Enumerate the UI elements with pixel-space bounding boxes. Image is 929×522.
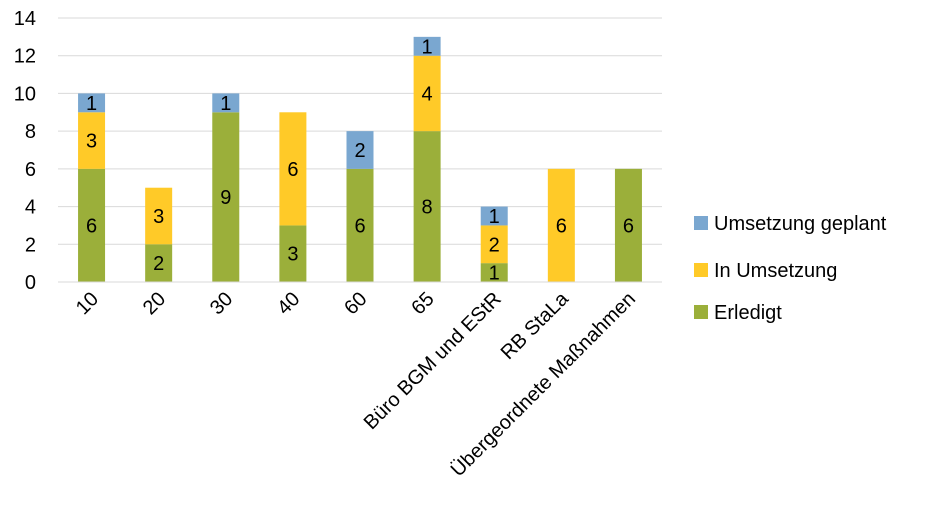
bar-data-label: 1 <box>86 93 97 115</box>
bar-data-label: 2 <box>354 140 365 162</box>
legend-label: Umsetzung geplant <box>714 213 887 235</box>
bar-data-label: 4 <box>422 83 433 105</box>
bar-data-label: 1 <box>422 36 433 58</box>
bar-segment <box>78 112 106 169</box>
bar-data-label: 8 <box>422 197 433 219</box>
x-tick-label: 40 <box>273 288 304 319</box>
bar-data-label: 6 <box>354 215 365 237</box>
bar-data-label: 6 <box>556 215 567 237</box>
legend-swatch <box>694 305 708 319</box>
bar-segment <box>480 206 508 226</box>
y-tick-label: 10 <box>14 83 36 105</box>
bar-data-label: 6 <box>623 215 634 237</box>
bar-data-label: 6 <box>86 215 97 237</box>
x-tick-label: Büro BGM und EStR <box>360 288 506 434</box>
bar-segment <box>413 36 441 56</box>
bar-segment <box>279 225 307 282</box>
x-tick-label: 10 <box>72 288 103 319</box>
y-axis-ticks: 0 2 4 6 8 10 12 14 <box>14 8 36 294</box>
x-tick-label: 20 <box>139 288 170 319</box>
bar-segment <box>547 168 575 282</box>
legend: Umsetzung geplant In Umsetzung Erledigt <box>694 213 887 324</box>
bar-data-label: 3 <box>153 206 164 228</box>
bar-data-label: 3 <box>287 244 298 266</box>
bar-segment <box>145 187 173 245</box>
bar-segment <box>480 263 508 282</box>
bar-segment <box>212 112 240 283</box>
y-tick-label: 14 <box>14 8 36 30</box>
y-tick-label: 2 <box>25 234 36 256</box>
bar-data-label: 2 <box>153 253 164 275</box>
x-tick-label: 30 <box>206 288 237 319</box>
bar-data-label: 1 <box>489 206 500 228</box>
x-tick-label: 60 <box>340 288 371 319</box>
bar-segment <box>413 131 441 282</box>
bar-segment <box>413 55 441 132</box>
bar-data-label: 6 <box>287 159 298 181</box>
legend-label: In Umsetzung <box>714 260 837 282</box>
bar-segment <box>346 131 374 169</box>
bar-segment <box>78 93 106 113</box>
bar-segment <box>279 112 307 226</box>
y-tick-label: 12 <box>14 46 36 68</box>
y-tick-label: 6 <box>25 159 36 181</box>
bar-segment <box>614 168 642 282</box>
bar-segment <box>145 244 173 282</box>
bar-segment <box>346 168 374 282</box>
y-tick-label: 0 <box>25 272 36 294</box>
bars: 6 3 1 2 3 9 1 3 6 6 2 8 4 1 1 2 1 6 6 <box>78 36 642 285</box>
legend-label: Erledigt <box>714 302 782 324</box>
legend-swatch <box>694 216 708 230</box>
bar-segment <box>212 93 240 113</box>
bar-data-label: 1 <box>220 93 231 115</box>
y-tick-label: 4 <box>25 197 36 219</box>
bar-data-label: 3 <box>86 131 97 153</box>
bar-data-label: 2 <box>489 234 500 256</box>
bar-segment <box>78 168 106 282</box>
y-tick-label: 8 <box>25 121 36 143</box>
bar-segment <box>480 225 508 264</box>
bar-data-label: 9 <box>220 187 231 209</box>
legend-swatch <box>694 263 708 277</box>
bar-data-label: 1 <box>489 263 500 285</box>
x-tick-label: 65 <box>407 288 438 319</box>
